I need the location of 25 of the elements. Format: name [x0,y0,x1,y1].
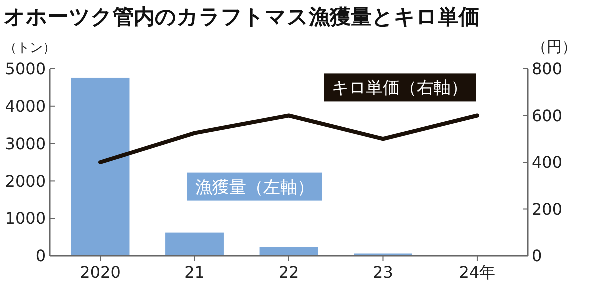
text: 漁獲量（左軸） [195,178,314,198]
x-tick-label: 22 [278,263,300,282]
bar [260,247,318,256]
line-series [98,114,480,164]
y2-tick-label: 400 [532,153,563,172]
y-tick-label: 5000 [5,60,46,79]
y2-axis-title: （円） [532,38,577,56]
x-tick-label: 23 [373,263,394,282]
x-tick-label: 2020 [80,263,121,282]
bar [71,78,130,256]
y2-tick-label: 200 [532,200,563,219]
bar [166,232,224,256]
y-axis-title: （トン） [4,41,56,56]
y-tick-label: 4000 [5,97,46,116]
y-tick-label: 0 [36,246,46,266]
y-tick-label: 2000 [5,172,46,191]
y2-tick-label: 0 [532,246,542,266]
y2-tick-label: 800 [532,60,563,79]
chart-title: オホーツク管内のカラフトマス漁獲量とキロ単価 [4,5,480,29]
y2-tick-label: 600 [532,106,563,126]
y-tick-label: 3000 [5,134,46,154]
series-label: キロ単価（右軸） [332,78,468,99]
x-tick-label: 24年 [459,263,496,282]
x-tick-label: 21 [184,263,205,282]
y-tick-label: 1000 [5,209,46,228]
